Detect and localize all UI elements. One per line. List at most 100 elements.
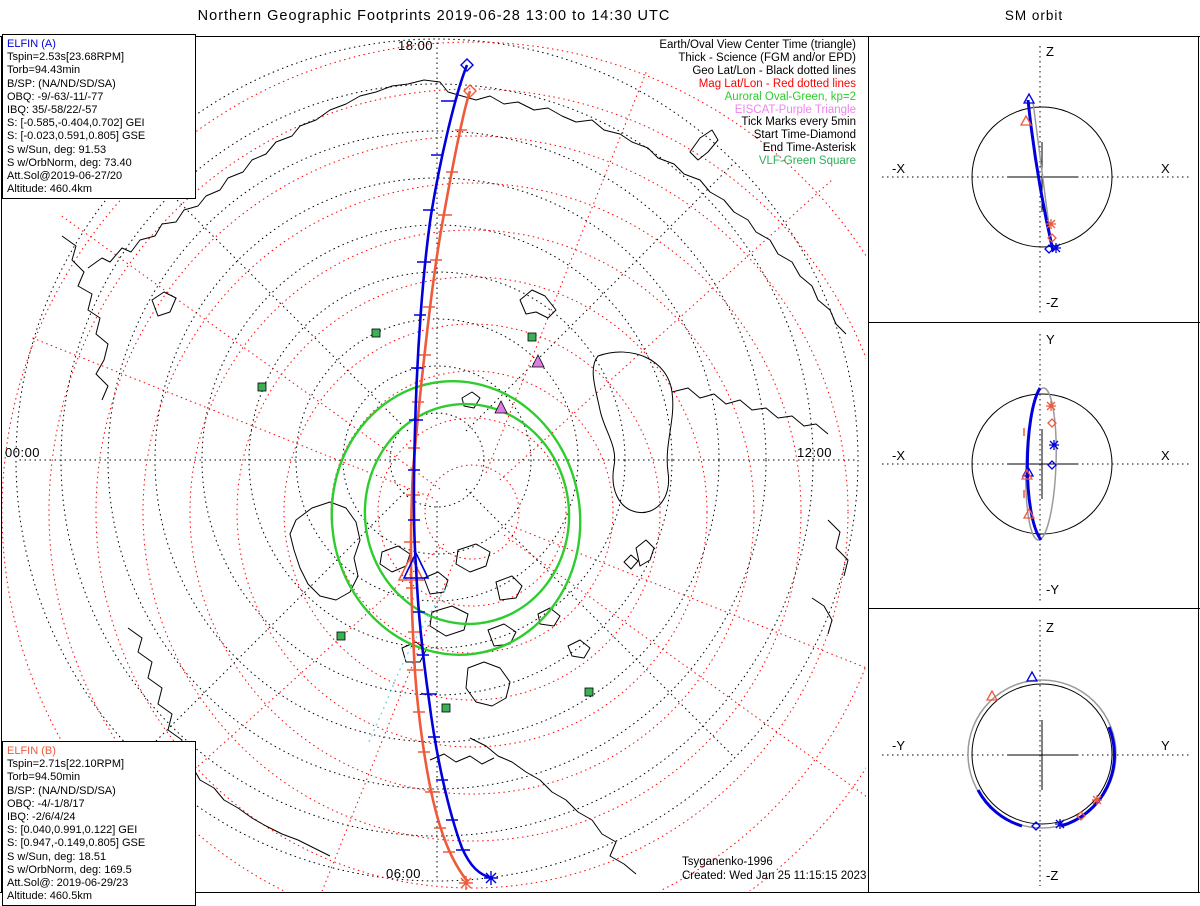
auroral-oval: [330, 380, 582, 656]
marker-triangle-blue: [1022, 92, 1036, 104]
axes-dotted: [882, 334, 1190, 602]
axis-label-right: X: [1161, 161, 1170, 176]
mlt-label-06: 06:00: [386, 866, 422, 881]
elfin-b-track: [397, 84, 477, 890]
elfin-a-line: IBQ: 35/-58/22/-57: [7, 104, 98, 117]
legend-item: Mag Lat/Lon - Red dotted lines: [698, 77, 856, 90]
elfin-b-line: Tspin=2.71s[22.10RPM]: [7, 758, 125, 771]
elfin-b-line: OBQ: -4/-1/8/17: [7, 797, 85, 810]
earth-circle: [971, 106, 1113, 248]
elfin-b-line: Att.Sol@: 2019-06-29/23: [7, 877, 129, 890]
panel-divider-2: [868, 608, 1200, 609]
legend-item: Thick - Science (FGM and/or EPD): [678, 51, 856, 64]
orbit-nonscience: [967, 679, 1117, 829]
eiscat-triangle: [531, 354, 545, 368]
elfin-a-end-asterisk: [484, 871, 498, 885]
elfin-b-line: Torb=94.50min: [7, 771, 81, 784]
axis-label-top: Z: [1046, 44, 1054, 59]
elfin-b-line: B/SP: (NA/ND/SD/SA): [7, 784, 116, 797]
panel-divider-vertical: [868, 36, 869, 893]
elfin-a-ticks: [408, 100, 470, 851]
frame-bottom: [0, 892, 1200, 893]
elfin-a-info-box: ELFIN (A) Tspin=2.53s[23.68RPM] Torb=94.…: [2, 34, 196, 200]
elfin-a-line: S: [-0.585,-0.404,0.702] GEI: [7, 117, 145, 130]
elfin-a-line: OBQ: -9/-63/-11/-77: [7, 90, 104, 103]
axes-dotted: [882, 620, 1190, 886]
terminator-line: [367, 584, 449, 745]
elfin-b-end-asterisk: [459, 876, 473, 890]
marker-diamond-red: [1047, 418, 1057, 428]
axis-label-bottom: -Y: [1046, 582, 1059, 597]
legend-item: EISCAT-Purple Triangle: [734, 103, 856, 116]
frame-top: [0, 36, 1200, 37]
polar-map: [2, 38, 866, 891]
elfin-b-line: Altitude: 460.5km: [7, 890, 92, 903]
earth-circle: [971, 683, 1113, 825]
sm-orbit-panel-xy: Y -Y -X X: [882, 332, 1190, 602]
coastlines: [61, 79, 849, 875]
elfin-b-info-box: ELFIN (B) Tspin=2.71s[22.10RPM] Torb=94.…: [2, 741, 196, 906]
orbit-science-blue: [976, 726, 1116, 828]
legend-item: Geo Lat/Lon - Black dotted lines: [692, 64, 856, 77]
elfin-b-title: ELFIN (B): [7, 745, 56, 757]
elfin-a-line: Altitude: 460.4km: [7, 183, 92, 196]
frame-right: [1198, 36, 1199, 893]
marker-triangle-red: [1022, 507, 1036, 519]
marker-asterisk-blue: [1051, 243, 1061, 253]
axis-label-top: Y: [1046, 332, 1055, 347]
mlt-label-18: 18:00: [398, 38, 434, 53]
axis-label-left: -X: [892, 161, 905, 176]
geo-grid: [15, 38, 859, 882]
marker-diamond-red: [1047, 233, 1057, 243]
elfin-a-start-diamond: [460, 58, 474, 72]
legend-item: Tick Marks every 5min: [741, 116, 856, 129]
legend-item: Earth/Oval View Center Time (triangle): [659, 39, 856, 51]
footer: Tsyganenko-1996 Created: Wed Jan 25 11:1…: [682, 856, 866, 883]
frame-left: [1, 36, 2, 893]
marker-triangle-blue: [1025, 670, 1039, 682]
mag-grid: [2, 41, 866, 891]
axis-label-bottom: -Z: [1046, 868, 1058, 883]
vlf-markers: [257, 328, 594, 713]
elfin-b-line: S: [0.040,0.991,0.122] GEI: [7, 824, 138, 837]
legend-item: Auroral Oval-Green, kp=2: [724, 90, 856, 103]
orbit-science-blue: [1025, 387, 1043, 541]
elfin-a-line: Att.Sol@2019-06-27/20: [7, 170, 123, 183]
elfin-a-line: B/SP: (NA/ND/SD/SA): [7, 77, 116, 90]
axes-dotted: [882, 46, 1190, 314]
axis-label-bottom: -Z: [1046, 295, 1058, 310]
marker-triangle-red: [985, 689, 999, 701]
earth-circle: [971, 393, 1113, 535]
elfin-a-track: [402, 58, 498, 885]
map-legend: Earth/Oval View Center Time (triangle) T…: [460, 39, 856, 168]
elfin-b-line: IBQ: -2/6/4/24: [7, 811, 76, 824]
axis-label-left: -X: [892, 448, 905, 463]
marker-triangle-red: [1019, 114, 1033, 126]
panel-divider-1: [868, 322, 1200, 323]
sm-orbit-title: SM orbit: [1004, 8, 1064, 23]
eiscat-markers: [494, 354, 545, 414]
marker-diamond-red: [1076, 811, 1086, 821]
elfin-b-start-diamond: [463, 84, 477, 98]
elfin-a-line: S w/Sun, deg: 91.53: [7, 143, 107, 156]
marker-asterisk-red: [1092, 795, 1102, 805]
legend-item: End Time-Asterisk: [762, 142, 856, 155]
page-title: Northern Geographic Footprints 2019-06-2…: [197, 8, 671, 24]
elfin-b-line: S w/Sun, deg: 18.51: [7, 850, 107, 863]
elfin-a-line: Torb=94.43min: [7, 64, 81, 77]
marker-asterisk-blue: [1055, 819, 1065, 829]
marker-diamond-blue: [1031, 821, 1041, 831]
mlt-label-12: 12:00: [797, 445, 833, 460]
created-label: Created: Wed Jan 25 11:15:15 2023: [682, 869, 867, 882]
marker-asterisk-blue: [1049, 440, 1059, 450]
eiscat-triangle: [494, 400, 508, 414]
elfin-a-line: Tspin=2.53s[23.68RPM]: [7, 51, 125, 64]
elfin-b-line: S w/OrbNorm, deg: 169.5: [7, 863, 132, 876]
elfin-a-center-triangle: [402, 551, 430, 579]
elfin-b-line: S: [0.947,-0.149,0.805] GSE: [7, 837, 146, 850]
axis-label-left: -Y: [892, 738, 905, 753]
legend-item: Start Time-Diamond: [753, 129, 856, 142]
axis-label-right: Y: [1161, 738, 1170, 753]
axis-label-top: Z: [1046, 620, 1054, 635]
